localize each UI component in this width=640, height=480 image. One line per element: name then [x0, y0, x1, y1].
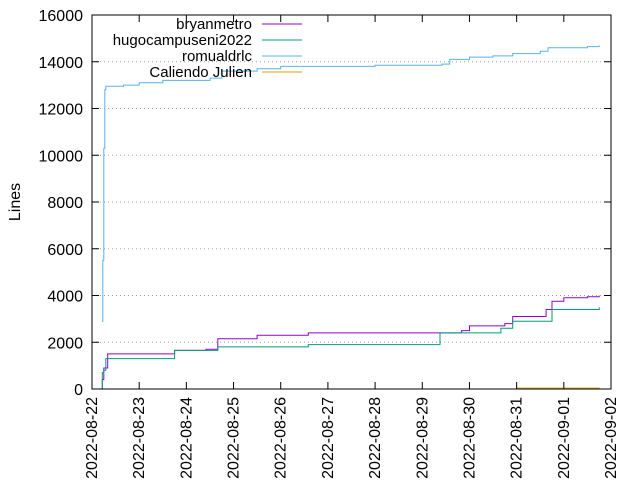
x-tick-label: 2022-08-24: [178, 397, 195, 479]
x-tick-label: 2022-08-29: [414, 397, 431, 479]
y-tick-label: 10000: [39, 148, 84, 165]
x-axis-ticks: 2022-08-22 2022-08-23 2022-08-24 2022-08-25…: [84, 15, 620, 479]
x-tick-label: 2022-08-31: [509, 397, 526, 479]
x-tick-label: 2022-08-25: [226, 397, 243, 479]
x-tick-label: 2022-08-26: [273, 397, 290, 479]
grid: [92, 61, 611, 343]
y-tick-label: 6000: [47, 242, 83, 259]
legend-label: hugocampuseni2022: [113, 32, 252, 49]
x-tick-label: 2022-08-28: [367, 397, 384, 479]
y-axis-title: Lines: [7, 183, 24, 221]
y-axis-ticks: 0 2000 4000 6000 8000 10000 12000 14000 16000: [39, 8, 611, 399]
y-tick-label: 8000: [47, 195, 83, 212]
y-tick-label: 12000: [39, 102, 84, 119]
y-tick-label: 16000: [39, 8, 84, 25]
y-tick-label: 14000: [39, 55, 84, 72]
series-line: [101, 307, 600, 390]
series-line: [101, 45, 600, 322]
x-tick-label: 2022-09-01: [556, 397, 573, 479]
x-tick-label: 2022-08-30: [461, 397, 478, 479]
x-tick-label: 2022-09-02: [603, 397, 620, 479]
y-tick-label: 0: [74, 382, 83, 399]
x-tick-label: 2022-08-27: [320, 397, 337, 479]
legend-label: bryanmetro: [176, 16, 252, 33]
x-tick-label: 2022-08-23: [131, 397, 148, 479]
legend-label: romualdrlc: [182, 48, 253, 65]
y-tick-label: 2000: [47, 335, 83, 352]
y-tick-label: 4000: [47, 289, 83, 306]
legend-label: Caliendo Julien: [149, 64, 252, 81]
legend: bryanmetrohugocampuseni2022romualdrlcCal…: [113, 16, 302, 81]
x-tick-label: 2022-08-22: [84, 397, 101, 479]
